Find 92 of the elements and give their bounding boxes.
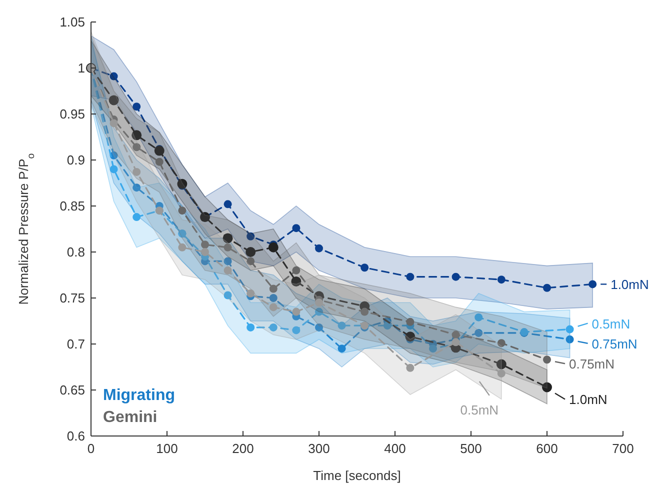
- point: [269, 284, 278, 293]
- point: [497, 339, 506, 348]
- x-tick-label: 500: [460, 441, 482, 456]
- y-tick-label: 0.8: [66, 244, 85, 260]
- point: [155, 158, 164, 166]
- x-tick-label: 600: [536, 441, 558, 456]
- point: [154, 146, 164, 156]
- point: [132, 213, 141, 222]
- point: [452, 330, 460, 339]
- point: [224, 243, 232, 252]
- point: [292, 308, 300, 316]
- point: [246, 289, 255, 298]
- point: [269, 294, 278, 302]
- point: [132, 168, 141, 176]
- point: [315, 308, 323, 316]
- point: [269, 323, 278, 332]
- point: [497, 276, 506, 284]
- point: [178, 206, 186, 215]
- point: [246, 323, 255, 332]
- y-tick-label: 0.9: [66, 152, 85, 168]
- legend-label: 1.0mN: [569, 392, 608, 408]
- x-tick-label: 700: [612, 441, 634, 456]
- point: [292, 224, 300, 232]
- point: [315, 244, 323, 252]
- point: [406, 364, 414, 372]
- point: [201, 240, 209, 249]
- point: [246, 257, 255, 266]
- legend-label: 0.75mN: [592, 336, 638, 352]
- point: [338, 344, 346, 353]
- point: [224, 266, 232, 274]
- point: [566, 325, 574, 334]
- y-tick-label: 0.6: [66, 428, 85, 444]
- point: [291, 276, 302, 286]
- x-tick-label: 400: [384, 441, 406, 456]
- y-tick-label: 0.95: [60, 106, 85, 122]
- point: [178, 243, 186, 252]
- point: [474, 328, 483, 337]
- annotation: Gemini: [103, 409, 158, 426]
- point: [406, 318, 414, 326]
- point: [268, 242, 278, 252]
- series-label: 0.5mN: [460, 402, 499, 418]
- point: [497, 369, 506, 378]
- point: [338, 322, 346, 330]
- point: [588, 280, 597, 288]
- point: [360, 264, 369, 272]
- point: [292, 266, 300, 274]
- point: [543, 356, 551, 364]
- legend-label: 0.5mN: [592, 316, 630, 332]
- legend-label: 0.75mN: [569, 356, 615, 372]
- x-axis-title: Time [seconds]: [313, 468, 401, 483]
- point: [132, 102, 141, 111]
- y-tick-label: 0.85: [60, 198, 85, 214]
- point: [269, 303, 278, 312]
- point: [132, 184, 141, 192]
- x-tick-label: 100: [156, 441, 178, 456]
- point: [315, 298, 323, 307]
- point: [315, 323, 323, 332]
- point: [224, 291, 232, 300]
- point: [496, 359, 506, 370]
- y-tick-label: 1.05: [60, 14, 85, 30]
- point: [360, 308, 369, 316]
- point: [132, 130, 142, 140]
- annotation: Migrating: [103, 387, 175, 404]
- point: [543, 284, 551, 292]
- point: [108, 95, 119, 106]
- point: [566, 335, 574, 344]
- point: [132, 143, 141, 152]
- point: [383, 322, 392, 330]
- y-tick-label: 0.75: [60, 290, 85, 306]
- point: [246, 232, 255, 240]
- point: [452, 272, 460, 281]
- point: [429, 344, 437, 353]
- y-tick-label: 0.65: [60, 382, 85, 398]
- point: [405, 332, 416, 342]
- x-tick-label: 200: [232, 441, 254, 456]
- x-tick-label: 0: [87, 441, 95, 456]
- point: [222, 233, 233, 244]
- point: [110, 119, 118, 128]
- point: [406, 272, 414, 281]
- y-tick-label: 1: [78, 60, 85, 76]
- point: [224, 257, 232, 266]
- x-tick-label: 300: [308, 441, 330, 456]
- point: [110, 165, 118, 174]
- y-tick-label: 0.7: [66, 336, 85, 352]
- point: [201, 248, 209, 256]
- point: [542, 382, 552, 392]
- point: [474, 313, 483, 322]
- point: [224, 200, 232, 208]
- point: [246, 247, 256, 257]
- point: [292, 326, 300, 334]
- point: [110, 72, 118, 80]
- legend-label: 1.0mN: [610, 277, 649, 292]
